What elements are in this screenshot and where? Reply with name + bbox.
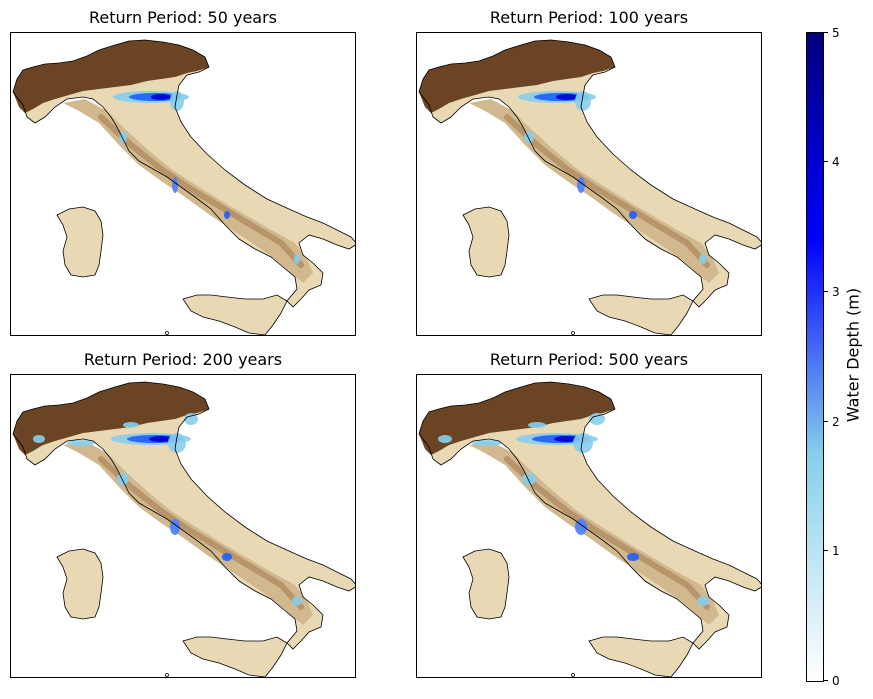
italy-map [418,39,761,335]
flood-area [438,435,452,443]
coastline [418,381,761,650]
sardinia-shape [463,207,509,277]
colorbar-tick [823,421,828,422]
colorbar-tick [823,291,828,292]
flood-area [168,433,186,453]
colorbar-tick [823,32,828,33]
colorbar-tick-label: 4 [832,155,840,169]
map-frame [10,32,356,336]
colorbar-tick-label: 2 [832,415,840,429]
colorbar-tick-label: 1 [832,544,840,558]
flood-area [67,440,95,446]
italy-map [12,39,355,335]
flood-area [589,413,605,425]
flood-area [149,436,173,442]
flood-area [629,211,637,219]
colorbar-tick [823,680,828,681]
map-frame [416,32,762,336]
coastline [588,636,694,677]
ridge-relief [504,456,710,610]
flood-area [172,177,178,193]
coastline [56,206,104,278]
alps-relief [419,40,615,113]
italy-map [12,381,355,677]
panel-title: Return Period: 100 years [489,8,689,27]
islet [165,673,169,677]
colorbar-title: Water Depth (m) [843,287,863,423]
italy-map [418,381,761,677]
colorbar-tick-label: 0 [832,674,840,688]
flood-area [573,433,593,453]
apennines-relief [469,99,719,283]
sardinia-shape [57,549,103,619]
sardinia-shape [57,207,103,277]
flood-area [556,94,578,100]
map-frame [10,374,356,678]
flood-area [294,254,300,264]
sicily-shape [589,295,693,335]
alps-relief [419,382,615,455]
flood-area [472,440,502,446]
coastline [462,548,510,620]
flood-area [117,473,129,485]
flood-area [627,553,639,561]
coastline [418,39,761,308]
map-frame [416,374,762,678]
coastline [182,294,288,335]
ridge-relief [504,114,710,268]
flood-area [170,91,184,111]
sicily-shape [589,637,693,677]
islet [165,331,169,335]
panel-title: Return Period: 50 years [88,8,278,27]
flood-area [699,254,707,264]
colorbar-tick-label: 5 [832,26,840,40]
alps-relief [13,382,209,455]
flood-area [222,553,232,561]
islet [571,673,575,677]
flood-area [528,422,546,428]
panel-title: Return Period: 200 years [83,350,283,369]
apennines-relief [63,99,313,283]
flood-area [522,473,536,485]
colorbar-tick [823,550,828,551]
flood-area [697,596,709,606]
coastline [182,636,288,677]
sicily-shape [183,637,287,677]
sardinia-shape [463,549,509,619]
coastline [462,206,510,278]
sicily-shape [183,295,287,335]
coastline [56,548,104,620]
apennines-relief [469,441,719,625]
colorbar [806,32,824,682]
map-panel-200 [10,374,356,678]
ridge-relief [98,114,304,268]
coastline [12,39,355,308]
flood-area [123,422,139,428]
flood-area [119,131,127,143]
flood-area [224,211,230,219]
map-panel-50 [10,32,356,336]
flood-area [33,435,45,443]
flood-area [575,91,591,111]
coastline [12,381,355,650]
apennines-relief [63,441,313,625]
colorbar-tick [823,161,828,162]
coastline [588,294,694,335]
map-panel-500 [416,374,762,678]
panel-title: Return Period: 500 years [489,350,689,369]
flood-area [151,94,171,100]
colorbar-tick-label: 3 [832,285,840,299]
ridge-relief [98,456,304,610]
alps-relief [13,40,209,113]
flood-area [292,596,302,606]
islet [571,331,575,335]
map-panel-100 [416,32,762,336]
flood-area [184,413,198,425]
